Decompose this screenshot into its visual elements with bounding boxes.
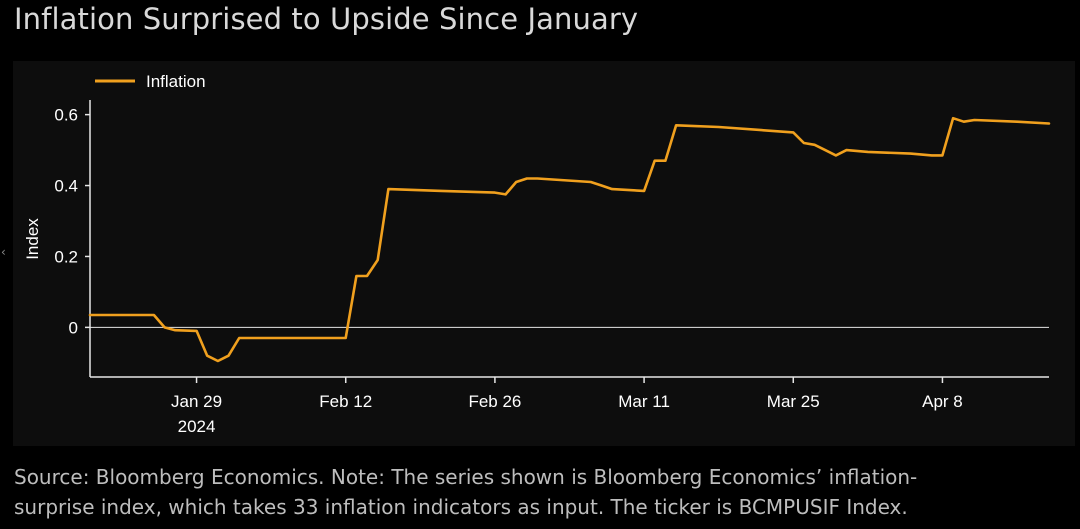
- x-tick-label: Jan 29: [171, 392, 222, 411]
- y-axis: 0.6 0.4 0.2 0: [54, 100, 1049, 377]
- x-tick-sublabel: 2024: [178, 417, 216, 436]
- inflation-line-chart: Inflation Index 0.6 0.4 0.2 0 Jan 29 2024 Feb…: [23, 72, 1051, 436]
- legend: Inflation: [95, 72, 206, 91]
- collapse-arrow-icon[interactable]: ‹: [1, 245, 6, 259]
- series-layer: [88, 116, 1051, 363]
- chart-panel: Inflation Index 0.6 0.4 0.2 0 Jan 29 2024 Feb…: [13, 61, 1075, 446]
- x-axis: Jan 29 2024 Feb 12 Feb 26 Mar 11 Mar 25 Apr 8: [90, 376, 1049, 436]
- y-tick-label: 0: [69, 318, 78, 337]
- source-note: Source: Bloomberg Economics. Note: The s…: [14, 462, 1074, 522]
- y-tick-label: 0.4: [54, 177, 78, 196]
- y-axis-label: Index: [23, 218, 42, 260]
- x-tick-label: Mar 11: [618, 392, 670, 411]
- y-tick-label: 0.6: [54, 106, 78, 125]
- legend-label: Inflation: [146, 72, 206, 91]
- source-line-1: Source: Bloomberg Economics. Note: The s…: [14, 465, 918, 489]
- x-tick-label: Apr 8: [922, 392, 963, 411]
- source-line-2: surprise index, which takes 33 inflation…: [14, 495, 908, 519]
- x-tick-label: Feb 12: [319, 392, 372, 411]
- x-tick-label: Feb 26: [468, 392, 521, 411]
- chart-title: Inflation Surprised to Upside Since Janu…: [14, 2, 639, 36]
- x-tick-label: Mar 25: [767, 392, 820, 411]
- series-line-inflation: [88, 116, 1051, 363]
- y-tick-label: 0.2: [54, 247, 78, 266]
